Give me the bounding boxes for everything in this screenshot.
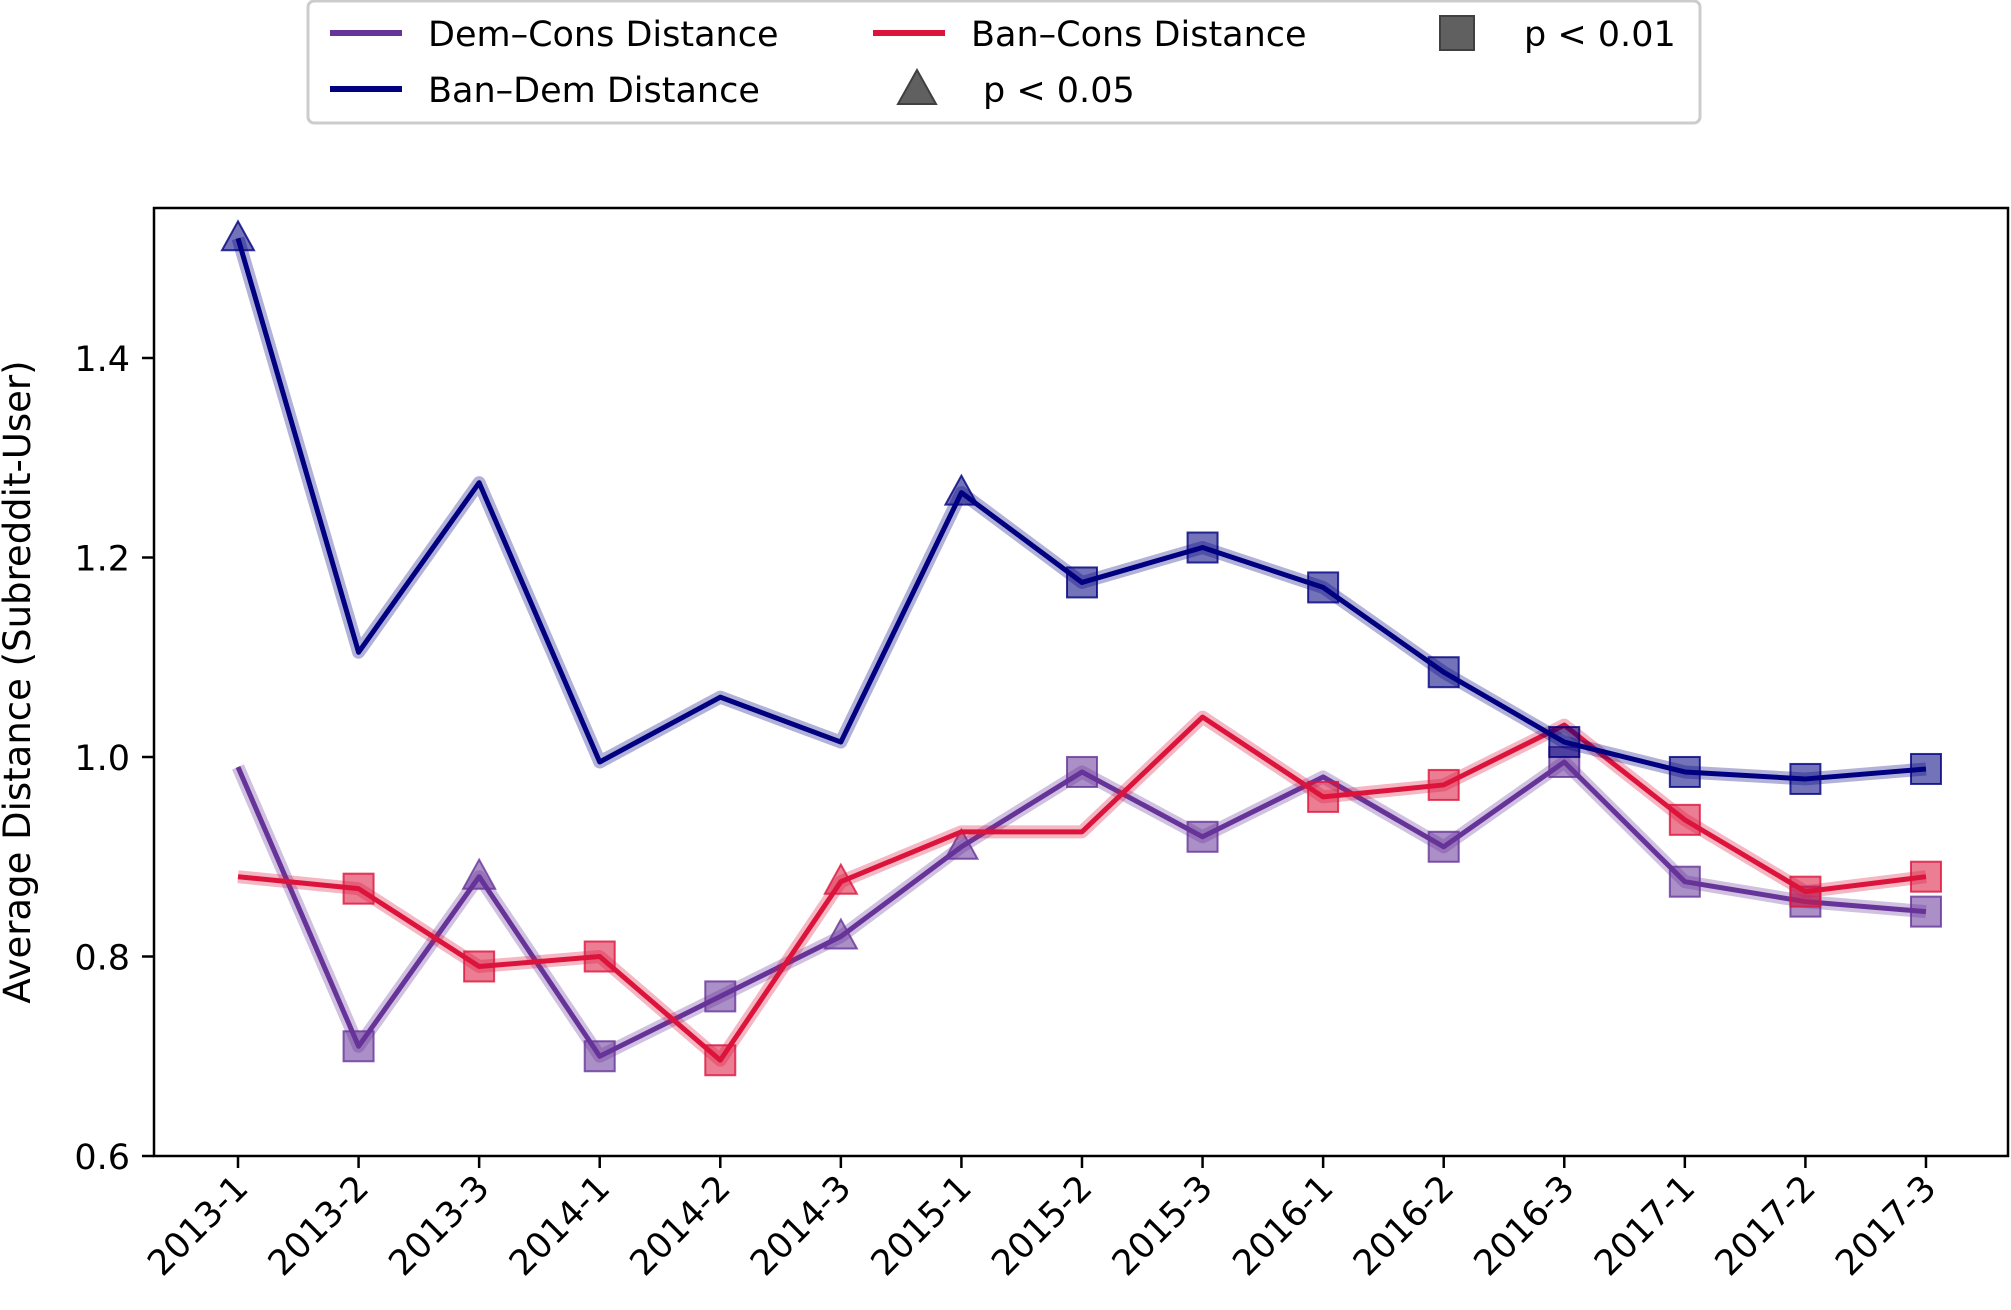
marker-square [1668,755,1701,788]
marker-square [583,1040,616,1073]
legend-label: p < 0.05 [983,71,1135,111]
marker-square [1789,762,1822,795]
x-tick-label: 2014-2 [623,1168,739,1284]
x-tick-label: 2014-1 [502,1168,618,1284]
legend-label: Ban–Cons Distance [971,15,1307,55]
marker-square [1668,865,1701,898]
marker-triangle [220,219,256,252]
x-tick-label: 2015-2 [984,1168,1100,1284]
marker-square [1065,755,1098,788]
y-tick-label: 1.2 [74,540,130,580]
marker-triangle [461,857,497,890]
series-line [235,237,1927,782]
legend-triangle-swatch [896,67,938,105]
marker-square [1427,830,1460,863]
marker-square [1307,571,1340,604]
marker-square [1668,803,1701,836]
marker-square [342,1030,375,1063]
marker-triangle [943,473,980,506]
x-tick-label: 2013-2 [261,1168,377,1284]
series-2 [220,219,1942,795]
marker-square [1065,566,1098,599]
x-tick-label: 2015-3 [1105,1168,1221,1284]
marker-square [1909,860,1942,893]
x-tick-label: 2016-3 [1467,1168,1583,1284]
x-tick-label: 2017-3 [1828,1168,1944,1284]
marker-square [704,980,737,1013]
x-tick-label: 2013-1 [140,1168,256,1284]
y-tick-label: 1.0 [74,739,130,779]
legend-label: p < 0.01 [1524,15,1676,55]
marker-square [463,950,496,983]
marker-square [1548,726,1581,759]
legend-entries: Dem–Cons Distance Ban–Cons Distance p < 0.… [330,15,1676,111]
legend-entry: p < 0.05 [896,67,1135,111]
x-tick-label: 2017-2 [1708,1168,1824,1284]
legend-label: Dem–Cons Distance [428,15,779,55]
legend-frame [306,0,1702,125]
legend-entry: Ban–Dem Distance [330,71,760,111]
marker-square [583,940,616,973]
x-tick-label: 2014-3 [743,1168,859,1284]
legend-entry: Dem–Cons Distance [330,15,779,55]
legend-entry: p < 0.01 [1439,15,1676,55]
y-tick-label: 0.8 [74,939,130,979]
marker-triangle [943,827,980,860]
marker-square [1789,875,1822,908]
plot-frame [152,206,2010,1158]
series-0 [232,745,1942,1073]
marker-square [1909,752,1942,785]
y-tick-label: 1.4 [74,340,130,380]
marker-square [704,1044,737,1077]
series-group [220,219,1942,1077]
y-axis-label: Average Distance (Subreddit-User) [0,360,39,1003]
series-1 [237,710,1942,1077]
marker-square [1427,656,1460,689]
marker-square [342,872,375,905]
x-tick-label: 2017-1 [1587,1168,1703,1284]
marker-square [1186,820,1219,853]
legend: Dem–Cons Distance Ban–Cons Distance p < 0.… [306,0,1702,125]
marker-square [1307,780,1340,813]
legend-label: Ban–Dem Distance [428,71,760,111]
legend-square-swatch [1439,15,1475,51]
legend-entry: Ban–Cons Distance [873,15,1307,55]
y-tick-label: 0.6 [74,1138,130,1178]
marker-square [1427,768,1460,801]
marker-triangle [823,917,859,950]
x-axis: 2013-1 2013-2 2013-3 2014-1 2014-2 2014-3 2015… [140,1156,1944,1284]
x-tick-label: 2013-3 [382,1168,498,1284]
x-tick-label: 2016-2 [1346,1168,1462,1284]
marker-square [1909,895,1942,928]
y-axis: 0.6 0.8 1.0 1.2 1.4 [74,340,154,1178]
marker-triangle [823,862,859,895]
marker-square [1186,531,1219,564]
x-tick-label: 2016-1 [1226,1168,1342,1284]
x-tick-label: 2015-1 [864,1168,980,1284]
series-line [237,714,1927,1063]
